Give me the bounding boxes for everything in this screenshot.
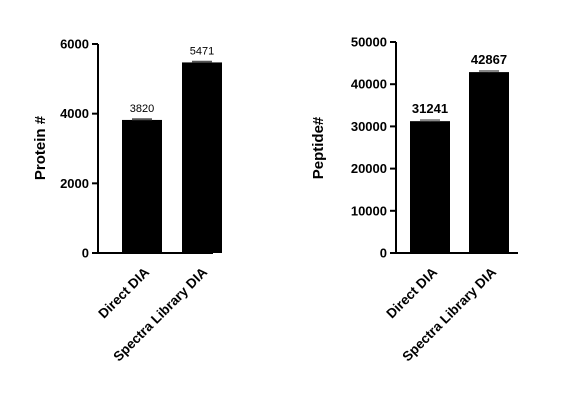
- bar: [469, 72, 509, 253]
- y-axis-title: Protein #: [32, 115, 49, 180]
- y-tick-label: 2000: [60, 176, 89, 191]
- x-tick-label-direct-dia: Direct DIA: [95, 264, 152, 321]
- data-label: 31241: [412, 101, 448, 116]
- bar: [122, 119, 162, 253]
- peptide-count-chart: Peptide# 0 10000 20000 30000 40000 50000 3124…: [310, 35, 518, 364]
- bar: [182, 62, 222, 253]
- y-ticks: 0 2000 4000 6000: [60, 37, 98, 261]
- data-label: 5471: [190, 45, 214, 57]
- bars: 3820 5471: [122, 45, 222, 253]
- y-tick-label: 0: [82, 246, 89, 261]
- y-tick-label: 20000: [351, 161, 387, 176]
- y-axis-title: Peptide#: [310, 116, 327, 179]
- y-tick-label: 6000: [60, 37, 89, 52]
- x-tick-labels: Direct DIA Spectra Library DIA: [383, 264, 499, 364]
- y-tick-label: 30000: [351, 119, 387, 134]
- data-label: 3820: [130, 103, 154, 115]
- y-ticks: 0 10000 20000 30000 40000 50000: [351, 35, 396, 261]
- y-tick-label: 40000: [351, 77, 387, 92]
- x-tick-labels: Direct DIA Spectra Library DIA: [95, 264, 210, 364]
- bars: 31241 42867: [410, 52, 509, 253]
- y-tick-label: 0: [380, 246, 387, 261]
- y-tick-label: 4000: [60, 106, 89, 121]
- data-label: 42867: [471, 52, 507, 67]
- x-tick-label-direct-dia: Direct DIA: [383, 264, 440, 321]
- y-tick-label: 10000: [351, 203, 387, 218]
- y-tick-label: 50000: [351, 35, 387, 50]
- protein-count-chart: Protein # 0 2000 4000 6000 3820 5471 Direct …: [32, 37, 222, 364]
- bar: [410, 121, 450, 253]
